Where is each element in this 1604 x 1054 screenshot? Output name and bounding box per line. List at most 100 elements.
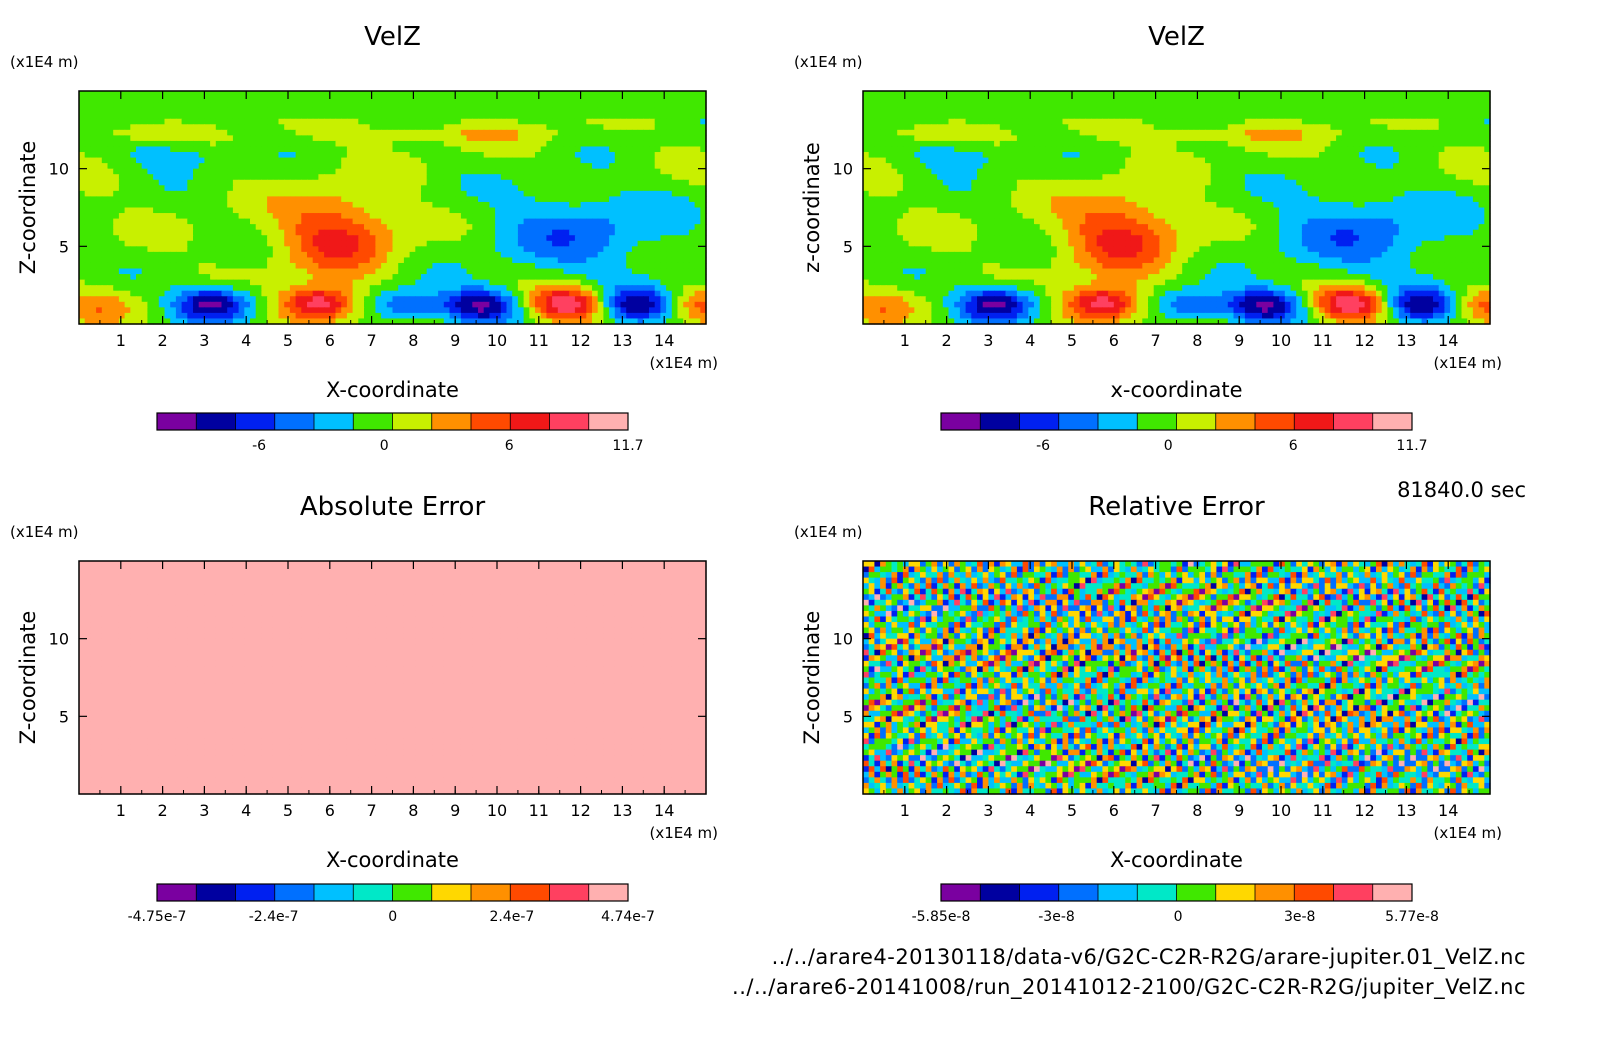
heatmap-cell (614, 262, 622, 270)
heatmap-cell (874, 96, 881, 103)
heatmap-cell (141, 163, 148, 170)
heatmap-cell (272, 140, 280, 148)
heatmap-cell (512, 168, 519, 175)
heatmap-cell (460, 312, 468, 320)
heatmap-cell (426, 118, 433, 125)
heatmap-cell (677, 185, 684, 192)
heatmap-cell (603, 218, 610, 225)
heatmap-cell (130, 91, 137, 98)
heatmap-cell (626, 129, 633, 136)
heatmap-cell (574, 301, 582, 308)
heatmap-cell (101, 218, 109, 225)
heatmap-cell (654, 213, 661, 220)
heatmap-cell (124, 240, 131, 247)
heatmap-cell (244, 124, 251, 131)
heatmap-cell (914, 102, 921, 109)
heatmap-cell (637, 246, 644, 253)
heatmap-cell (466, 163, 473, 170)
heatmap-cell (244, 146, 251, 153)
heatmap-cell (489, 174, 496, 181)
heatmap-cell (335, 274, 342, 281)
heatmap-cell (666, 307, 673, 314)
heatmap-cell (386, 246, 394, 253)
heatmap-cell (215, 218, 223, 225)
heatmap-cell (284, 235, 291, 242)
heatmap-cell (358, 91, 365, 98)
heatmap-cell (677, 113, 684, 120)
heatmap-cell (255, 190, 262, 198)
heatmap-cell (443, 268, 451, 275)
heatmap-cell (643, 102, 650, 109)
heatmap-cell (688, 190, 696, 198)
heatmap-cell (552, 218, 559, 225)
heatmap-cell (637, 290, 644, 297)
heatmap-cell (289, 279, 297, 286)
heatmap-cell (880, 91, 887, 98)
heatmap-cell (392, 318, 399, 325)
heatmap-cell (637, 91, 644, 98)
heatmap-cell (438, 301, 445, 308)
heatmap-cell (603, 91, 610, 98)
heatmap-cell (232, 301, 240, 308)
heatmap-cell (153, 146, 160, 153)
heatmap-cell (563, 179, 570, 186)
heatmap-cell (101, 196, 109, 203)
heatmap-cell (392, 246, 399, 253)
heatmap-cell (443, 224, 451, 231)
heatmap-cell (124, 190, 131, 198)
heatmap-cell (409, 229, 416, 236)
heatmap-cell (1262, 91, 1269, 98)
heatmap-cell (631, 279, 639, 286)
heatmap-cell (523, 224, 530, 231)
heatmap-cell (153, 118, 160, 125)
heatmap-cell (130, 152, 137, 159)
heatmap-cell (512, 174, 519, 181)
heatmap-cell (392, 157, 399, 164)
heatmap-cell (523, 174, 530, 181)
heatmap-cell (529, 152, 536, 159)
heatmap-cell (118, 268, 126, 275)
heatmap-cell (227, 196, 234, 203)
heatmap-cell (307, 190, 314, 198)
heatmap-cell (227, 213, 234, 220)
heatmap-cell (529, 129, 536, 136)
heatmap-cell (181, 102, 188, 109)
heatmap-cell (449, 207, 456, 214)
heatmap-cell (79, 246, 86, 253)
heatmap-cell (341, 118, 348, 125)
heatmap-cell (175, 307, 183, 314)
heatmap-cell (193, 152, 200, 159)
heatmap-cell (375, 229, 382, 236)
heatmap-cell (164, 174, 171, 181)
heatmap-cell (261, 174, 268, 181)
heatmap-cell (375, 179, 382, 186)
heatmap-cell (398, 168, 405, 175)
heatmap-cell (569, 124, 576, 131)
heatmap-cell (164, 285, 171, 292)
heatmap-cell (141, 318, 148, 325)
heatmap-cell (540, 140, 547, 148)
heatmap-cell (592, 285, 599, 292)
heatmap-cell (552, 257, 559, 264)
heatmap-cell (335, 185, 342, 192)
heatmap-cell (971, 91, 978, 98)
heatmap-cell (666, 190, 673, 198)
heatmap-cell (255, 107, 262, 114)
heatmap-cell (341, 96, 348, 103)
heatmap-cell (261, 296, 268, 303)
heatmap-cell (267, 96, 274, 103)
heatmap-cell (517, 107, 525, 114)
heatmap-cell (352, 152, 359, 159)
heatmap-cell (289, 168, 297, 175)
heatmap-cell (700, 91, 707, 98)
heatmap-cell (586, 135, 593, 142)
heatmap-cell (335, 213, 342, 220)
heatmap-cell (318, 129, 325, 136)
heatmap-cell (654, 174, 661, 181)
heatmap-cell (204, 235, 211, 242)
heatmap-cell (603, 251, 610, 259)
heatmap-cell (324, 163, 331, 170)
heatmap-cell (700, 179, 707, 186)
heatmap-cell (210, 318, 217, 325)
heatmap-cell (466, 218, 473, 225)
